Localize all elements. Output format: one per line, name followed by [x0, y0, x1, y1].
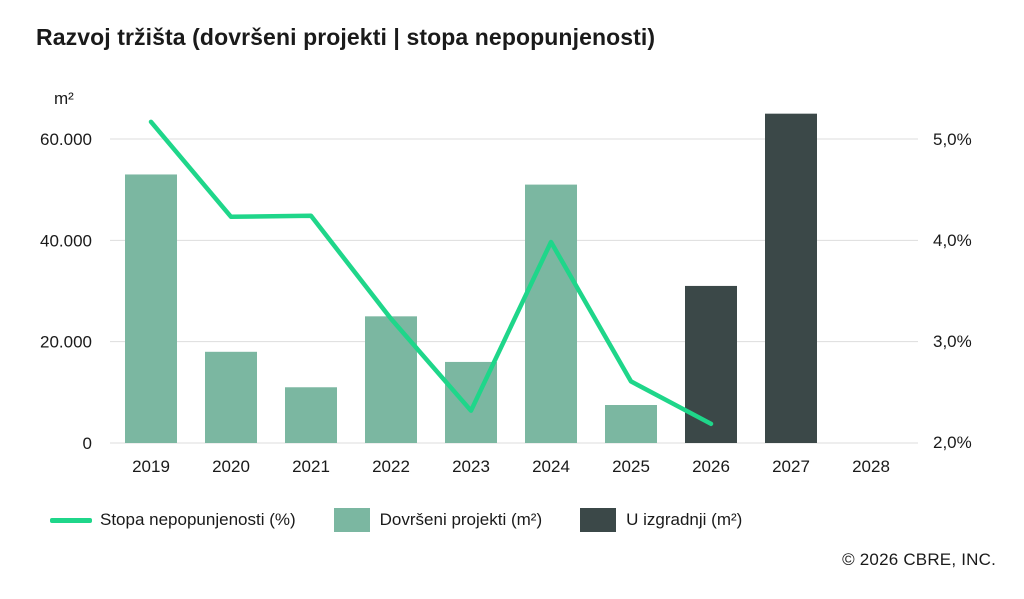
- legend-completed-projects-swatch: [333, 508, 370, 532]
- legend-under-construction-label: U izgradnji (m²): [626, 510, 743, 529]
- x-tick-label-2022: 2022: [372, 457, 410, 476]
- x-tick-label-2024: 2024: [532, 457, 570, 476]
- bar-completed-2024: [525, 184, 577, 443]
- y-right-tick-label: 3,0%: [933, 332, 972, 351]
- y-left-unit: m²: [54, 89, 74, 108]
- y-right-tick-label: 4,0%: [933, 231, 972, 250]
- y-left-tick-label: 20.000: [40, 333, 92, 352]
- x-tick-label-2019: 2019: [132, 457, 170, 476]
- y-right-tick-label: 2,0%: [933, 433, 972, 452]
- legend-vacancy-rate-label: Stopa nepopunjenosti (%): [100, 510, 296, 529]
- x-tick-label-2026: 2026: [692, 457, 730, 476]
- legend: Stopa nepopunjenosti (%) Dovršeni projekt…: [50, 508, 780, 532]
- legend-completed-projects: Dovršeni projekti (m²): [333, 508, 543, 532]
- x-tick-label-2028: 2028: [852, 457, 890, 476]
- legend-vacancy-rate-swatch: [50, 517, 92, 523]
- chart-area: 0 20.000 40.000 60.000 m² 2,0% 3,0% 4,0% 5,0% 201…: [40, 89, 972, 476]
- bar-completed-2025: [605, 405, 657, 443]
- y-left-tick-label: 0: [83, 434, 92, 453]
- copyright: © 2026 CBRE, INC.: [842, 550, 996, 569]
- legend-vacancy-rate: Stopa nepopunjenosti (%): [50, 510, 296, 530]
- legend-under-construction-swatch: [580, 508, 617, 532]
- x-tick-label-2020: 2020: [212, 457, 250, 476]
- bar-construction-2027: [765, 113, 817, 444]
- y-left-tick-label: 60.000: [40, 130, 92, 149]
- x-tick-label-2027: 2027: [772, 457, 810, 476]
- vacancy-rate-line: [148, 119, 714, 427]
- bar-completed-2021: [285, 387, 337, 443]
- x-tick-label-2023: 2023: [452, 457, 490, 476]
- y-right-tick-label: 5,0%: [933, 130, 972, 149]
- x-tick-label-2021: 2021: [292, 457, 330, 476]
- bar-construction-2026: [685, 285, 737, 443]
- bar-completed-2019: [125, 174, 177, 443]
- legend-under-construction: U izgradnji (m²): [580, 508, 742, 532]
- bar-completed-2020: [205, 351, 257, 443]
- legend-completed-projects-label: Dovršeni projekti (m²): [379, 510, 543, 529]
- y-left-tick-label: 40.000: [40, 231, 92, 250]
- bar-completed-2022: [365, 316, 417, 443]
- chart-title: Razvoj tržišta (dovršeni projekti | stop…: [36, 24, 656, 50]
- x-tick-label-2025: 2025: [612, 457, 650, 476]
